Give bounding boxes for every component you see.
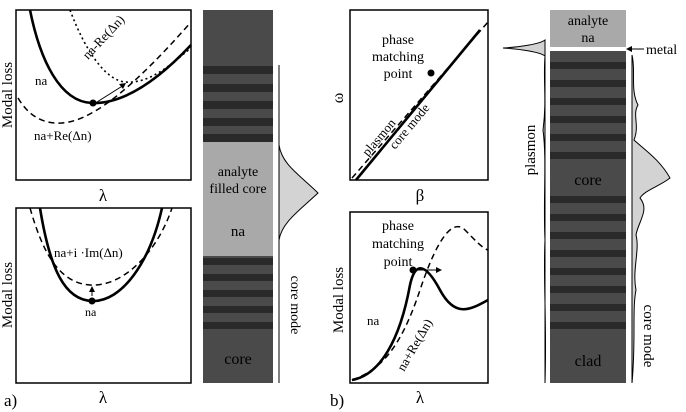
plot-frame [349, 211, 489, 384]
arrow-head [626, 46, 632, 52]
analyte-index: na [231, 224, 246, 240]
ylabel-modal-loss: Modal loss [0, 62, 16, 128]
shift-arrow [96, 84, 125, 103]
core-mode-line [354, 29, 482, 181]
panel-b-dispersion-plot: phase matching point plasmon core mode ω… [330, 9, 489, 205]
arrow-head [119, 83, 126, 89]
panel-a-bottom-plot: na+i ·Im(Δn) na Modal loss λ [0, 207, 192, 407]
analyte-filled-core [203, 142, 273, 256]
xlabel-lambda: λ [416, 388, 425, 407]
xlabel-lambda: λ [99, 186, 108, 205]
phase-matching-point [427, 69, 435, 77]
phase-label-line2: matching [372, 237, 424, 252]
plot-frame [15, 207, 192, 384]
core-mode-label: core mode [287, 276, 302, 335]
core-mode-label: core mode [640, 305, 656, 368]
phase-matching-point [409, 266, 417, 274]
analyte-index: na [581, 31, 595, 46]
bragg-layers [550, 62, 626, 329]
panel-b-loss-plot: phase matching point na na+Re(Δn) Modal … [331, 211, 489, 407]
phase-label-line1: phase [382, 219, 414, 234]
ylabel-omega: ω [330, 93, 347, 104]
panel-b-fiber: analyte na core clad plasmon c [502, 10, 677, 384]
arrow-head [89, 286, 95, 292]
core-label: core [224, 351, 252, 368]
bragg-layers-bottom [203, 258, 273, 329]
arrow-head [436, 267, 442, 273]
plot-frame [349, 9, 489, 181]
ylabel-modal-loss: Modal loss [331, 267, 347, 333]
phase-label-line3: point [384, 255, 413, 270]
phase-label-line3: point [384, 67, 413, 82]
metal-label: metal [646, 43, 677, 58]
label-na: na [85, 305, 97, 319]
na-plus-im-curve [29, 207, 173, 286]
clad-label: clad [575, 353, 602, 370]
xlabel-beta: β [416, 186, 425, 205]
panel-label-b: b) [330, 391, 344, 410]
phase-label-line2: matching [372, 50, 424, 65]
ylabel-modal-loss: Modal loss [0, 262, 16, 328]
plasmon-label: plasmon [523, 124, 539, 175]
panel-a-top-plot: na-Re(Δn) na na+Re(Δn) Modal loss λ [0, 9, 192, 205]
minimum-point [89, 99, 97, 107]
minimum-point [88, 297, 96, 305]
plot-frame [15, 9, 192, 181]
panel-label-a: a) [4, 391, 17, 410]
core-label: core [574, 172, 602, 189]
na-plus-re-curve [17, 21, 192, 124]
core-mode-profile [278, 144, 319, 241]
label-na: na [35, 73, 48, 88]
phase-label-line1: phase [382, 33, 414, 48]
core-mode-profile [631, 54, 671, 384]
na-curve [351, 267, 489, 382]
label-na-plus-re: na+Re(Δn) [34, 128, 92, 143]
analyte-region [550, 10, 626, 47]
na-plus-re-curve [351, 225, 489, 381]
analyte-label-line2: filled core [209, 182, 266, 197]
label-na-minus-re: na-Re(Δn) [79, 12, 127, 62]
analyte-label-line1: analyte [218, 165, 258, 180]
plasmon-profile [502, 38, 547, 384]
panel-a-fiber: analyte filled core na core core mode [203, 10, 319, 383]
label-na-plus-im: na+i ·Im(Δn) [54, 245, 123, 260]
analyte-label: analyte [568, 14, 608, 29]
label-na: na [367, 313, 380, 328]
metal-layer [550, 47, 626, 51]
xlabel-lambda: λ [99, 388, 108, 407]
bragg-layers-top [203, 66, 273, 142]
na-minus-re-curve [69, 9, 192, 83]
